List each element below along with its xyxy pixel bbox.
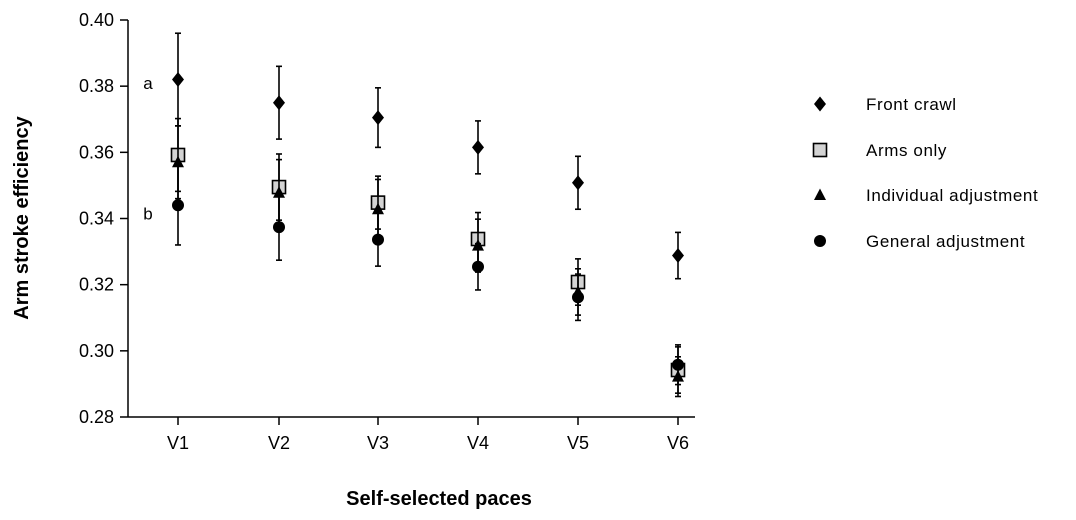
data-point	[172, 72, 184, 88]
legend-label: Front crawl	[866, 95, 957, 114]
y-tick-label: 0.30	[79, 341, 114, 361]
series-front-crawl	[172, 32, 684, 280]
data-point	[273, 221, 285, 234]
x-tick-label: V4	[467, 433, 489, 453]
axes	[127, 20, 695, 418]
data-point	[672, 358, 684, 371]
y-tick-label: 0.34	[79, 209, 114, 229]
annotation-label: b	[143, 205, 152, 224]
legend-label: General adjustment	[866, 232, 1025, 251]
x-tick-label: V6	[667, 433, 689, 453]
x-tick-label: V3	[367, 433, 389, 453]
x-ticks: V1 V2 V3 V4 V5 V6	[167, 417, 689, 453]
y-tick-label: 0.38	[79, 76, 114, 96]
y-tick-label: 0.32	[79, 275, 114, 295]
data-point	[172, 199, 184, 212]
y-axis-title: Arm stroke efficiency	[11, 115, 33, 319]
x-tick-label: V2	[268, 433, 290, 453]
legend-label: Arms only	[866, 141, 947, 160]
data-point	[273, 186, 285, 198]
y-tick-label: 0.40	[79, 10, 114, 30]
data-point	[172, 155, 184, 168]
legend-item: General adjustment	[814, 232, 1025, 251]
legend-label: Individual adjustment	[866, 186, 1038, 205]
legend-item: Front crawl	[814, 95, 957, 114]
legend-item: Individual adjustment	[814, 186, 1038, 205]
y-tick-label: 0.28	[79, 407, 114, 427]
data-point	[372, 202, 384, 215]
legend-marker	[812, 142, 828, 158]
data-point	[372, 110, 384, 126]
x-tick-label: V1	[167, 433, 189, 453]
data-point	[273, 95, 285, 111]
data-point	[572, 291, 584, 304]
x-axis-title: Self-selected paces	[346, 488, 532, 510]
series-individual-adjustment	[172, 125, 684, 398]
data-point	[372, 233, 384, 246]
data-point	[472, 260, 484, 273]
series-arms-only	[170, 117, 686, 394]
data-point	[672, 248, 684, 264]
legend-item: Arms only	[812, 141, 947, 160]
legend-marker	[814, 188, 826, 200]
legend-marker	[814, 235, 826, 247]
data-point	[472, 139, 484, 155]
x-tick-label: V5	[567, 433, 589, 453]
annotations: ab	[143, 74, 153, 224]
annotation-label: a	[143, 74, 153, 93]
series-general-adjustment	[172, 164, 684, 386]
series-layer	[170, 32, 686, 398]
data-point	[572, 175, 584, 191]
y-tick-label: 0.36	[79, 142, 114, 162]
legend: Front crawl Arms only Individual adjustmen…	[812, 95, 1038, 251]
y-ticks: 0.28 0.30 0.32 0.34 0.36 0.38 0.40	[79, 10, 128, 427]
legend-marker	[814, 96, 826, 112]
